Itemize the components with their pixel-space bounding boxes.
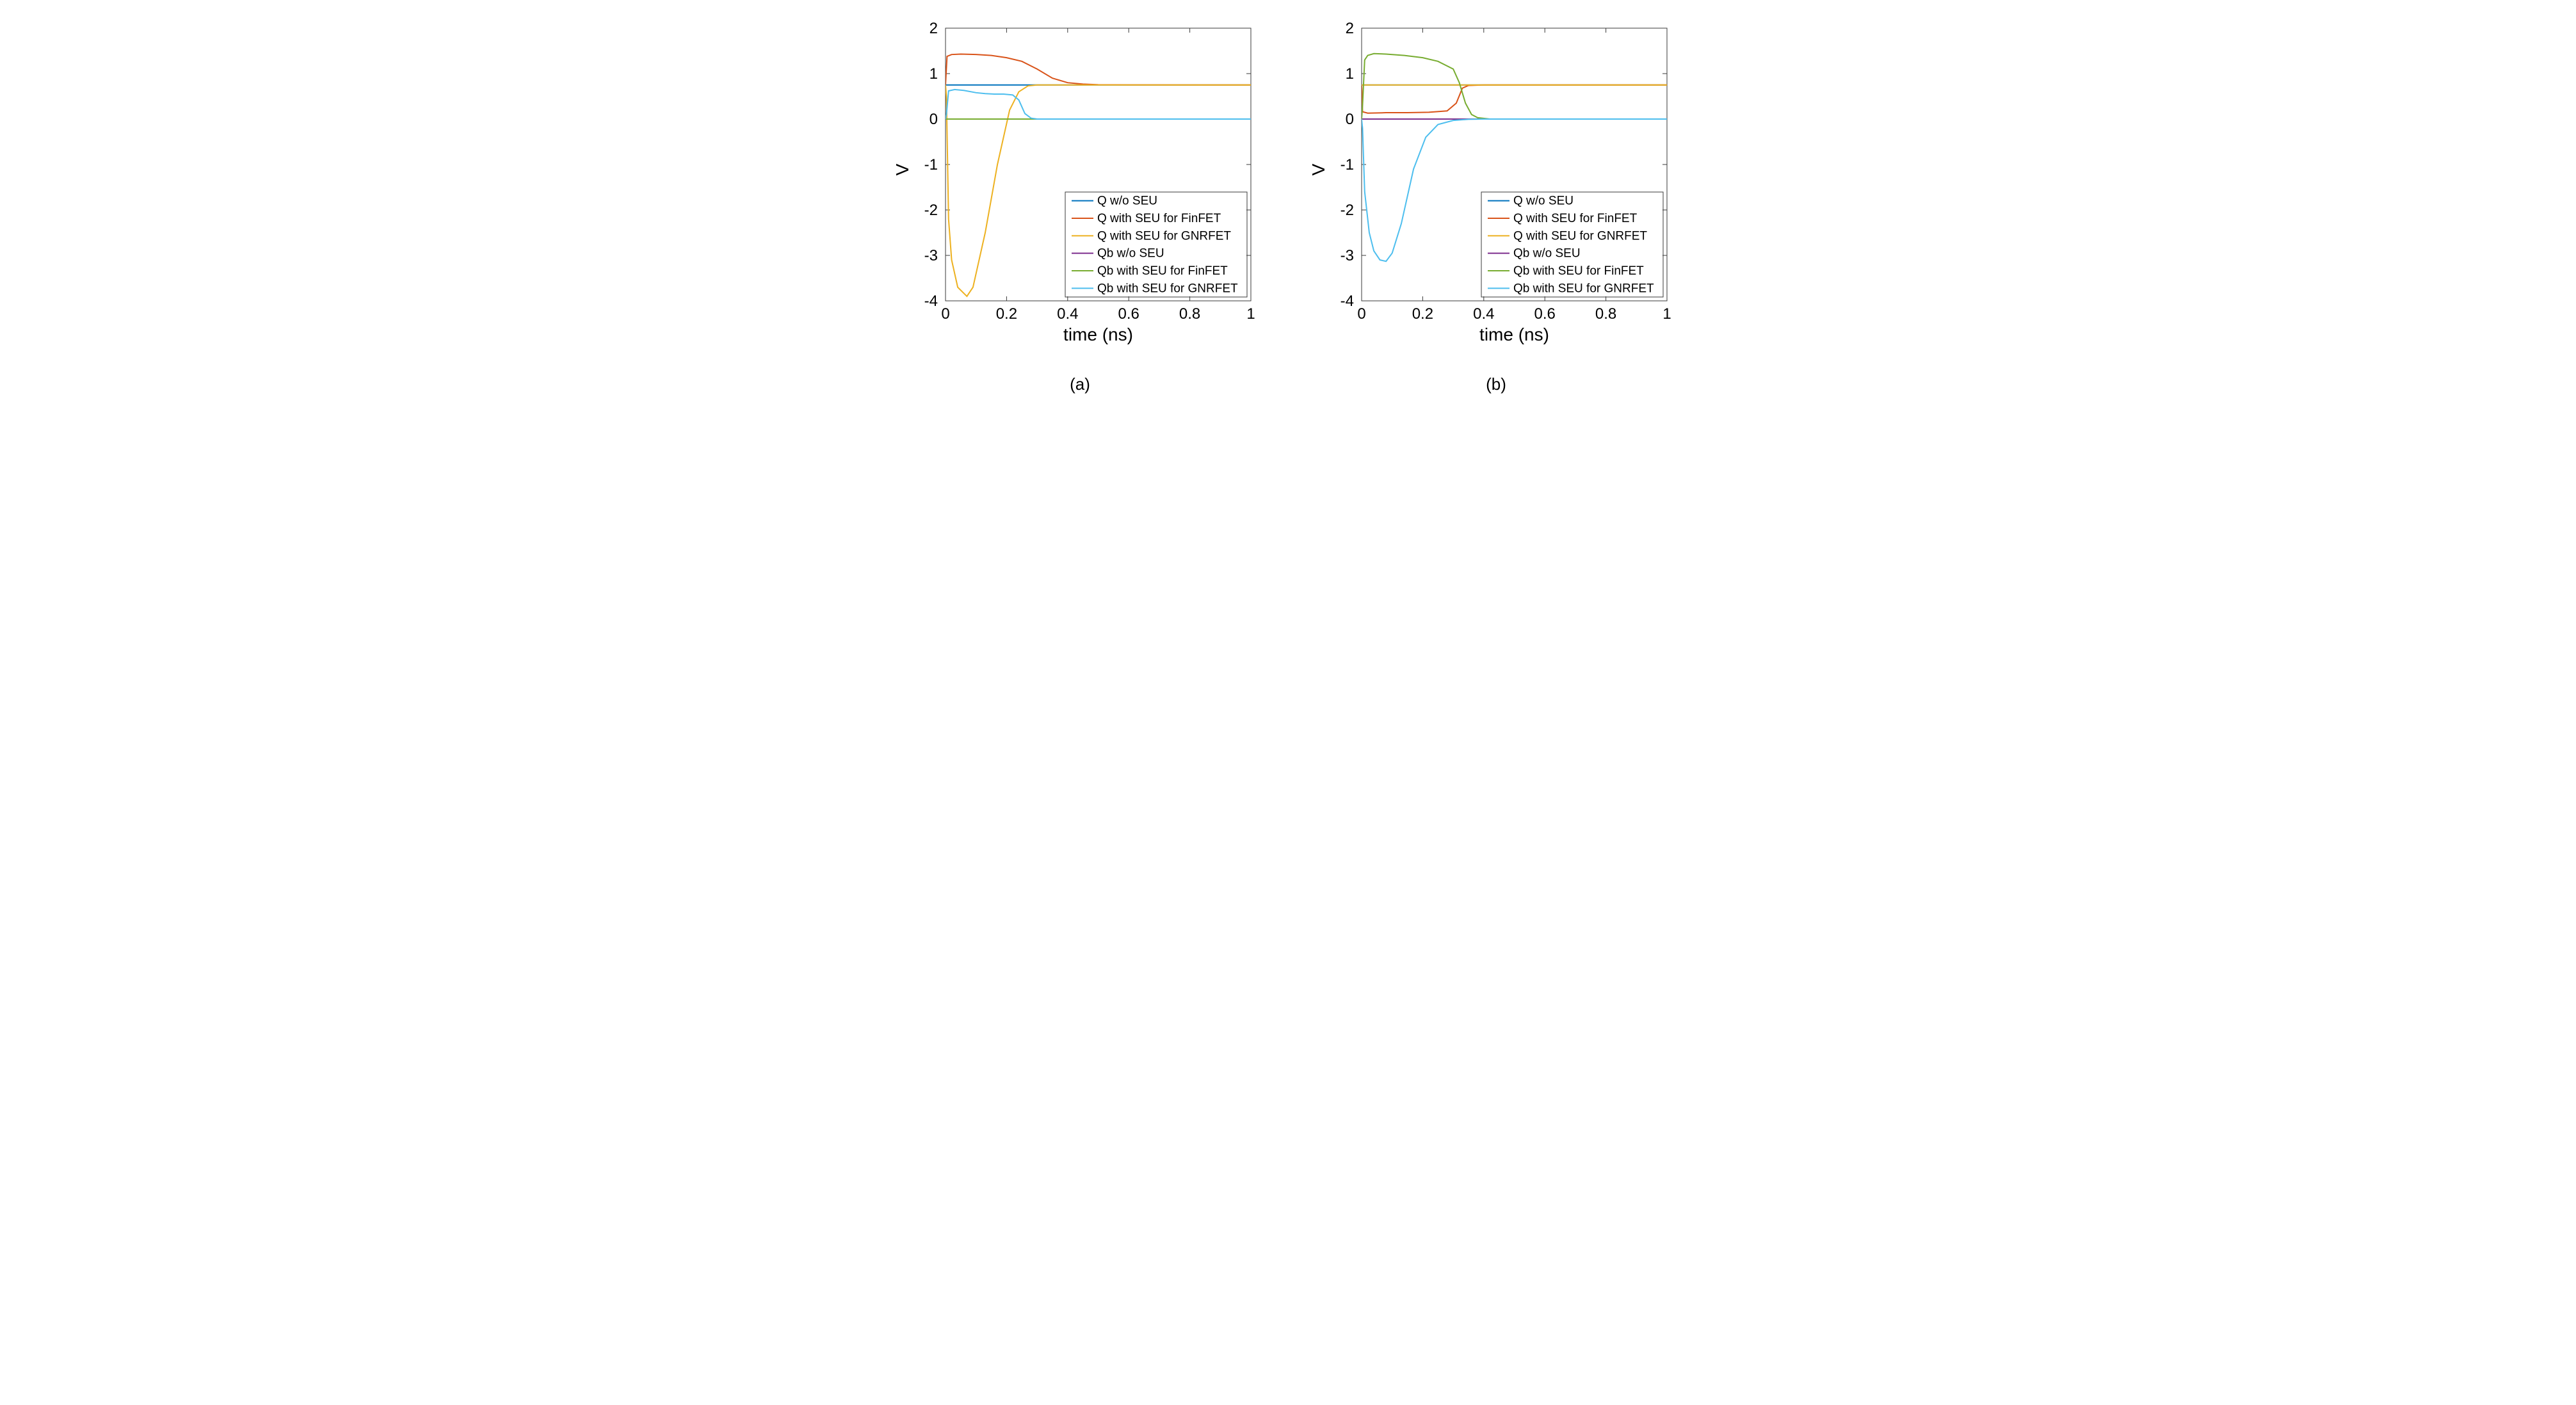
y-tick-label: -4 <box>1340 293 1354 310</box>
x-tick-label: 1 <box>1662 305 1671 323</box>
chart-b-svg: 0 0.2 0.4 0.6 0.8 1 -4 -3 -2 -1 0 1 2 time (ns) V Q w/o… <box>1307 13 1685 355</box>
chart-a-label: (a) <box>1070 374 1090 394</box>
x-tick-label: 0.2 <box>996 305 1017 323</box>
x-tick-label: 0.8 <box>1595 305 1616 323</box>
y-axis-label: V <box>1308 163 1328 175</box>
chart-a-panel: 0 0.2 0.4 0.6 0.8 1 -4 -3 -2 -1 0 1 2 time (ns) V Q w/o… <box>891 13 1269 355</box>
legend-label-s5: Qb with SEU for FinFET <box>1513 264 1644 278</box>
x-tick-label: 0.4 <box>1473 305 1494 323</box>
x-tick-label: 0.4 <box>1057 305 1078 323</box>
chart-b-wrapper: 0 0.2 0.4 0.6 0.8 1 -4 -3 -2 -1 0 1 2 time (ns) V Q w/o… <box>1307 13 1685 394</box>
y-tick-label: 1 <box>1346 65 1354 83</box>
y-tick-label: -2 <box>924 202 938 219</box>
y-tick-label: 2 <box>1346 20 1354 37</box>
y-tick-label: 2 <box>930 20 938 37</box>
legend-label-s1: Q w/o SEU <box>1097 195 1157 208</box>
x-tick-label: 0.2 <box>1412 305 1433 323</box>
legend-label-s6: Qb with SEU for GNRFET <box>1097 282 1238 295</box>
chart-a-wrapper: 0 0.2 0.4 0.6 0.8 1 -4 -3 -2 -1 0 1 2 time (ns) V Q w/o… <box>891 13 1269 394</box>
y-tick-label: 0 <box>930 111 938 128</box>
legend-label-s2: Q with SEU for FinFET <box>1513 212 1638 225</box>
y-tick-label: -3 <box>1340 247 1354 264</box>
legend-label-s2: Q with SEU for FinFET <box>1097 212 1221 225</box>
chart-b-panel: 0 0.2 0.4 0.6 0.8 1 -4 -3 -2 -1 0 1 2 time (ns) V Q w/o… <box>1307 13 1685 355</box>
x-tick-label: 0.6 <box>1118 305 1139 323</box>
y-tick-label: -1 <box>1340 156 1354 173</box>
legend-label-s6: Qb with SEU for GNRFET <box>1513 282 1654 295</box>
y-axis-label: V <box>892 163 912 175</box>
charts-container: 0 0.2 0.4 0.6 0.8 1 -4 -3 -2 -1 0 1 2 time (ns) V Q w/o… <box>891 13 1685 394</box>
x-tick-label: 1 <box>1246 305 1255 323</box>
y-tick-label: -3 <box>924 247 938 264</box>
chart-b-label: (b) <box>1486 374 1506 394</box>
x-tick-label: 0 <box>941 305 949 323</box>
legend-label-s4: Qb w/o SEU <box>1513 247 1581 261</box>
legend-label-s5: Qb with SEU for FinFET <box>1097 264 1228 278</box>
legend-label-s1: Q w/o SEU <box>1513 195 1574 208</box>
x-axis-label: time (ns) <box>1063 325 1133 344</box>
y-tick-label: -4 <box>924 293 938 310</box>
x-axis-label: time (ns) <box>1479 325 1549 344</box>
y-tick-label: 1 <box>930 65 938 83</box>
x-tick-label: 0.6 <box>1534 305 1556 323</box>
legend-label-s3: Q with SEU for GNRFET <box>1097 229 1231 243</box>
y-tick-label: -1 <box>924 156 938 173</box>
legend-label-s4: Qb w/o SEU <box>1097 247 1164 261</box>
x-tick-label: 0 <box>1357 305 1365 323</box>
y-tick-label: 0 <box>1346 111 1354 128</box>
chart-a-svg: 0 0.2 0.4 0.6 0.8 1 -4 -3 -2 -1 0 1 2 time (ns) V Q w/o… <box>891 13 1269 355</box>
y-tick-label: -2 <box>1340 202 1354 219</box>
x-tick-label: 0.8 <box>1179 305 1200 323</box>
legend-label-s3: Q with SEU for GNRFET <box>1513 229 1647 243</box>
